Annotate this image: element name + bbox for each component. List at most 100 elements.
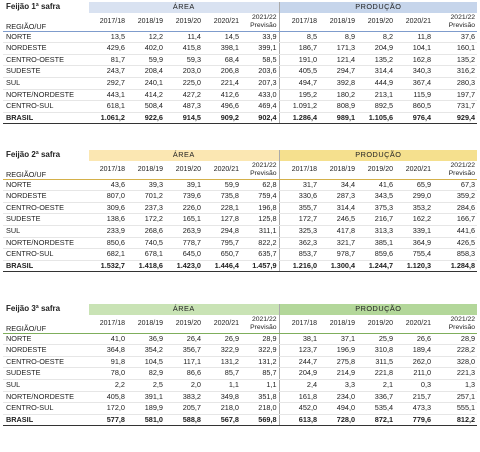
area-value: 127,8 — [203, 213, 241, 226]
total-row: BRASIL 1.061,2 922,6 914,5 909,2 902,4 1.286,4… — [3, 111, 478, 125]
table-block-safra-2: Feijão 2ª safra ÁREA PRODUÇÃO REGIÃO/UF 2017… — [0, 150, 480, 273]
area-value: 356,7 — [165, 344, 203, 357]
table-header-row: Feijão 3ª safra ÁREA PRODUÇÃO — [3, 304, 478, 315]
production-value: 28,9 — [433, 333, 478, 346]
area-value: 496,6 — [203, 100, 241, 113]
year-header-row: REGIÃO/UF 2017/18 2018/19 2019/20 2020/21 202… — [3, 160, 478, 180]
production-value: 359,2 — [433, 190, 478, 203]
production-value: 555,1 — [433, 402, 478, 415]
area-value: 1,1 — [203, 379, 241, 392]
production-value: 37,1 — [319, 333, 358, 346]
production-value: 204,9 — [357, 42, 396, 55]
region-name: SUDESTE — [3, 367, 89, 380]
area-value: 205,7 — [165, 402, 203, 415]
production-value: 294,7 — [319, 65, 358, 78]
production-value: 1.120,3 — [395, 259, 434, 273]
area-value: 268,6 — [127, 225, 165, 238]
area-value: 588,8 — [165, 413, 203, 427]
production-value: 262,0 — [395, 356, 434, 369]
production-value: 221,3 — [433, 367, 478, 380]
production-value: 38,1 — [278, 333, 320, 346]
area-value: 196,8 — [241, 202, 280, 215]
area-value: 322,9 — [241, 344, 280, 357]
production-value: 189,4 — [395, 344, 434, 357]
producao-group-header: PRODUÇÃO — [278, 2, 478, 13]
production-value: 325,3 — [278, 225, 320, 238]
production-value: 8,9 — [319, 31, 358, 44]
area-group-header: ÁREA — [89, 150, 280, 161]
year-header: 2019/20 — [357, 160, 396, 180]
production-value: 196,9 — [319, 344, 358, 357]
production-value: 426,5 — [433, 237, 478, 250]
table-row: NORDESTE 807,0 701,2 739,6 735,8 759,4 330,6 28… — [3, 190, 478, 203]
table-row: CENTRO-SUL 618,1 508,4 487,3 496,6 469,4 1.091… — [3, 100, 478, 113]
year-header: 2020/21 — [395, 160, 434, 180]
production-value: 34,4 — [319, 179, 358, 192]
area-value: 11,4 — [165, 31, 203, 44]
area-value: 322,9 — [203, 344, 241, 357]
year-header: 2017/18 — [89, 12, 127, 32]
area-value: 172,2 — [127, 213, 165, 226]
production-value: 37,6 — [433, 31, 478, 44]
area-value: 567,8 — [203, 413, 241, 427]
area-value: 759,4 — [241, 190, 280, 203]
production-value: 67,3 — [433, 179, 478, 192]
production-value: 41,6 — [357, 179, 396, 192]
year-header: 2018/19 — [319, 12, 358, 32]
table-row: NORTE/NORDESTE 443,1 414,2 427,2 412,6 433,0 1… — [3, 89, 478, 102]
area-value: 487,3 — [165, 100, 203, 113]
area-value: 26,4 — [165, 333, 203, 346]
area-value: 412,6 — [203, 89, 241, 102]
producao-group-header: PRODUÇÃO — [278, 150, 478, 161]
production-value: 494,7 — [278, 77, 320, 90]
production-value: 473,3 — [395, 402, 434, 415]
area-value: 2,0 — [165, 379, 203, 392]
area-value: 1.418,6 — [127, 259, 165, 273]
year-header: 2018/19 — [319, 160, 358, 180]
production-value: 299,0 — [395, 190, 434, 203]
area-value: 902,4 — [241, 111, 280, 125]
area-value: 82,9 — [127, 367, 165, 380]
area-value: 383,2 — [165, 391, 203, 404]
area-group-header: ÁREA — [89, 2, 280, 13]
area-value: 739,6 — [165, 190, 203, 203]
data-table: Feijão 3ª safra ÁREA PRODUÇÃO REGIÃO/UF 2017… — [3, 304, 478, 427]
area-value: 2,5 — [127, 379, 165, 392]
area-value: 311,1 — [241, 225, 280, 238]
total-row: BRASIL 577,8 581,0 588,8 567,8 569,8 613,8 728,… — [3, 413, 478, 427]
table-block-safra-3: Feijão 3ª safra ÁREA PRODUÇÃO REGIÃO/UF 2017… — [0, 304, 480, 427]
forecast-label: Previsão — [250, 169, 277, 177]
production-value: 1,3 — [433, 379, 478, 392]
production-value: 311,5 — [357, 356, 396, 369]
production-value: 216,7 — [357, 213, 396, 226]
table-row: SUL 233,9 268,6 263,9 294,8 311,1 325,3 417,8 31… — [3, 225, 478, 238]
table-row: NORTE/NORDESTE 850,6 740,5 778,7 795,7 822,2 3… — [3, 237, 478, 250]
production-value: 364,9 — [395, 237, 434, 250]
production-value: 978,7 — [319, 248, 358, 261]
production-value: 11,8 — [395, 31, 434, 44]
production-value: 417,8 — [319, 225, 358, 238]
forecast-year-label: 2021/22 — [450, 161, 476, 169]
area-value: 165,1 — [165, 213, 203, 226]
production-value: 1.286,4 — [278, 111, 320, 125]
area-value: 39,3 — [127, 179, 165, 192]
forecast-label: Previsão — [448, 21, 476, 29]
area-value: 85,7 — [203, 367, 241, 380]
area-value: 354,2 — [127, 344, 165, 357]
area-value: 909,2 — [203, 111, 241, 125]
area-value: 125,8 — [241, 213, 280, 226]
production-value: 280,3 — [433, 77, 478, 90]
area-value: 131,2 — [203, 356, 241, 369]
region-name: NORDESTE — [3, 190, 89, 203]
production-value: 330,6 — [278, 190, 320, 203]
area-value: 41,0 — [89, 333, 127, 346]
forecast-year-header: 2021/22 Previsão — [433, 12, 478, 32]
area-value: 577,8 — [89, 413, 127, 427]
table-row: NORTE 43,6 39,3 39,1 59,9 62,8 31,7 34,4 41,6 65,… — [3, 179, 478, 192]
area-value: 682,1 — [89, 248, 127, 261]
area-value: 650,7 — [203, 248, 241, 261]
production-value: 2,1 — [357, 379, 396, 392]
region-column-header: REGIÃO/UF — [3, 314, 89, 334]
production-value: 328,0 — [433, 356, 478, 369]
production-value: 314,4 — [319, 202, 358, 215]
